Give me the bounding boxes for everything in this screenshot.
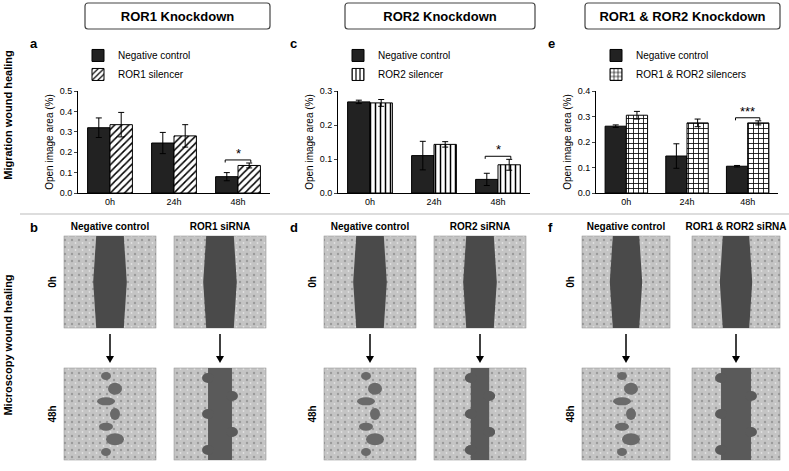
svg-text:48h: 48h bbox=[490, 197, 505, 207]
svg-text:ROR1 & ROR2 silencers: ROR1 & ROR2 silencers bbox=[636, 69, 746, 80]
svg-text:Open image area (%): Open image area (%) bbox=[304, 94, 315, 190]
svg-text:Negative control: Negative control bbox=[636, 50, 708, 61]
svg-text:0.3: 0.3 bbox=[578, 112, 591, 122]
svg-text:0.1: 0.1 bbox=[60, 168, 73, 178]
svg-text:f: f bbox=[548, 220, 553, 235]
svg-text:ROR2 Knockdown: ROR2 Knockdown bbox=[383, 9, 496, 24]
svg-text:24h: 24h bbox=[679, 197, 694, 207]
svg-text:ROR1 silencer: ROR1 silencer bbox=[118, 69, 184, 80]
svg-text:*: * bbox=[236, 146, 241, 161]
svg-text:48h: 48h bbox=[565, 405, 576, 422]
svg-text:0.1: 0.1 bbox=[320, 154, 333, 164]
svg-text:ROR1 Knockdown: ROR1 Knockdown bbox=[121, 9, 234, 24]
svg-text:***: *** bbox=[740, 104, 755, 119]
svg-text:0h: 0h bbox=[621, 197, 631, 207]
svg-text:48h: 48h bbox=[307, 405, 318, 422]
svg-text:48h: 48h bbox=[230, 197, 245, 207]
svg-text:0h: 0h bbox=[307, 276, 318, 288]
svg-text:Negative control: Negative control bbox=[118, 50, 190, 61]
svg-text:0.2: 0.2 bbox=[578, 137, 591, 147]
svg-text:Open image area (%): Open image area (%) bbox=[44, 94, 55, 190]
svg-text:c: c bbox=[290, 36, 297, 51]
svg-text:ROR1 & ROR2 siRNA: ROR1 & ROR2 siRNA bbox=[685, 221, 786, 232]
svg-text:Open image area (%): Open image area (%) bbox=[562, 94, 573, 190]
svg-text:0.3: 0.3 bbox=[320, 86, 333, 96]
svg-text:Negative control: Negative control bbox=[331, 221, 410, 232]
svg-text:0.2: 0.2 bbox=[320, 120, 333, 130]
svg-text:48h: 48h bbox=[47, 405, 58, 422]
svg-text:ROR1 siRNA: ROR1 siRNA bbox=[190, 221, 251, 232]
svg-text:0.5: 0.5 bbox=[60, 86, 73, 96]
svg-text:a: a bbox=[30, 36, 38, 51]
svg-text:Migration wound healing: Migration wound healing bbox=[2, 50, 14, 180]
svg-text:Negative control: Negative control bbox=[378, 50, 450, 61]
svg-text:24h: 24h bbox=[166, 197, 181, 207]
svg-text:0h: 0h bbox=[47, 276, 58, 288]
svg-text:0.2: 0.2 bbox=[60, 147, 73, 157]
svg-text:48h: 48h bbox=[740, 197, 755, 207]
svg-text:0.4: 0.4 bbox=[60, 107, 73, 117]
svg-text:*: * bbox=[496, 142, 501, 157]
svg-text:0.4: 0.4 bbox=[578, 86, 591, 96]
svg-text:Negative control: Negative control bbox=[71, 221, 150, 232]
svg-text:d: d bbox=[290, 220, 298, 235]
svg-text:0.0: 0.0 bbox=[60, 188, 73, 198]
svg-text:Microscopy wound healing: Microscopy wound healing bbox=[2, 274, 14, 415]
svg-text:0.1: 0.1 bbox=[578, 163, 591, 173]
svg-text:0.3: 0.3 bbox=[60, 127, 73, 137]
svg-text:0h: 0h bbox=[105, 197, 115, 207]
svg-text:0.0: 0.0 bbox=[320, 188, 333, 198]
svg-text:0.0: 0.0 bbox=[578, 188, 591, 198]
svg-text:ROR2 silencer: ROR2 silencer bbox=[378, 69, 444, 80]
svg-text:0h: 0h bbox=[565, 276, 576, 288]
svg-text:Negative control: Negative control bbox=[587, 221, 666, 232]
svg-text:ROR1 & ROR2 Knockdown: ROR1 & ROR2 Knockdown bbox=[599, 9, 765, 24]
svg-text:b: b bbox=[30, 220, 38, 235]
svg-text:e: e bbox=[548, 36, 555, 51]
svg-text:0h: 0h bbox=[365, 197, 375, 207]
svg-text:ROR2 siRNA: ROR2 siRNA bbox=[450, 221, 511, 232]
svg-text:24h: 24h bbox=[426, 197, 441, 207]
